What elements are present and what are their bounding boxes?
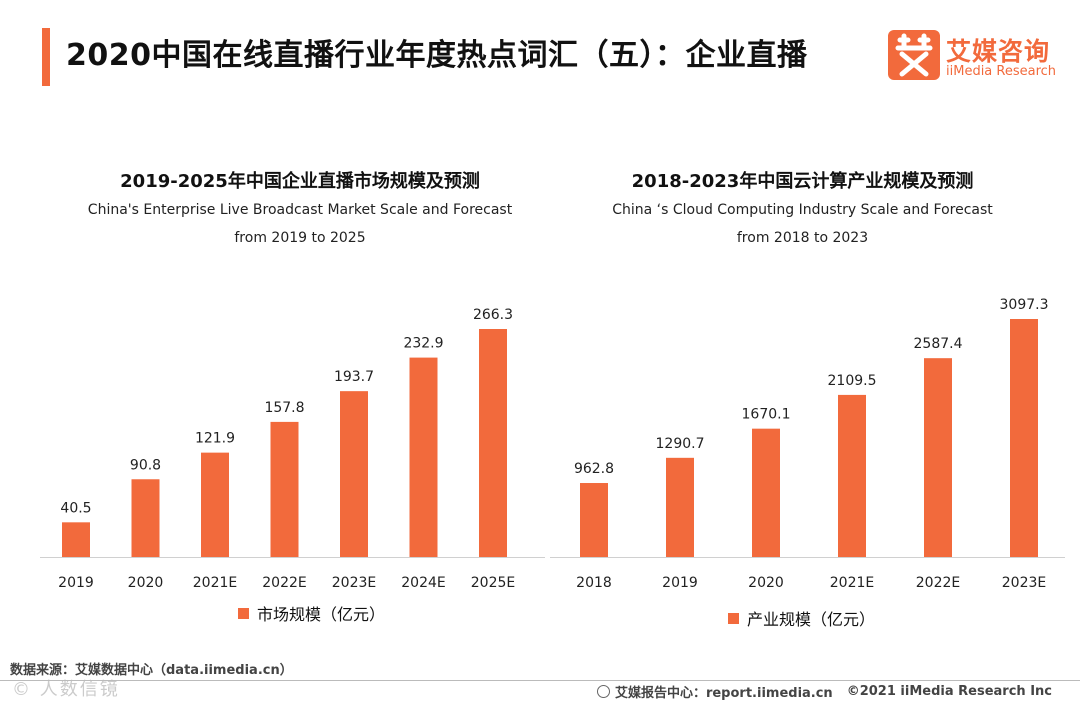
chart1-value-label: 40.5 <box>60 500 91 516</box>
chart1-value-label: 90.8 <box>130 457 161 473</box>
chart1-bar-chart: 40.5 2019 90.8 2020 121.9 2021E 157.8 2022E 193.… <box>40 307 545 591</box>
chart2-subtitle-range: from 2018 to 2023 <box>736 230 869 246</box>
chart2-tick-label: 2022E <box>916 575 960 591</box>
footer-divider <box>0 680 1080 681</box>
logo-text-cn: 艾媒咨询 <box>946 37 1051 66</box>
chart1-value-label: 266.3 <box>473 307 513 323</box>
chart2-legend-label: 产业规模（亿元） <box>747 610 876 629</box>
chart1-title: 2019-2025年中国企业直播市场规模及预测 <box>120 171 480 192</box>
chart2-subtitle-en: China ‘s Cloud Computing Industry Scale … <box>612 202 993 218</box>
chart2-value-label: 1670.1 <box>742 407 791 423</box>
chart1-value-label: 232.9 <box>403 336 443 352</box>
logo-text-en: iiMedia Research <box>946 64 1057 79</box>
chart2-legend-swatch <box>728 612 739 624</box>
chart2-legend: 产业规模（亿元） <box>728 606 875 630</box>
chart1-subtitle-en: China's Enterprise Live Broadcast Market… <box>87 202 513 218</box>
chart2-value-label: 2587.4 <box>914 336 963 352</box>
chart1-value-label: 157.8 <box>264 400 304 416</box>
chart1-bar-2020 <box>131 479 160 557</box>
chart1-tick-label: 2019 <box>58 575 94 591</box>
chart2-value-label: 962.8 <box>574 461 614 477</box>
chart1-bar-2019 <box>62 522 90 557</box>
logo-mark-icon <box>888 30 940 80</box>
chart1-tick-label: 2022E <box>262 575 306 591</box>
globe-icon <box>596 685 610 698</box>
chart1-bar-2024E <box>409 357 438 557</box>
chart2-value-label: 1290.7 <box>656 436 705 452</box>
copyright: ©2021 iiMedia Research Inc <box>846 684 1052 699</box>
page-title: 2020中国在线直播行业年度热点词汇（五）：企业直播 <box>66 38 808 73</box>
chart2-bar-chart: 962.8 2018 1290.7 2019 1670.1 2020 2109.5 2021E… <box>550 297 1065 591</box>
chart2-bar-2021E <box>838 394 866 557</box>
chart1-tick-label: 2025E <box>471 575 515 591</box>
chart1-value-label: 121.9 <box>195 431 235 447</box>
chart1-value-label: 193.7 <box>334 369 374 385</box>
chart1-tick-label: 2023E <box>332 575 376 591</box>
chart1-subtitle-range: from 2019 to 2025 <box>234 230 366 246</box>
chart1-bar-2023E <box>340 391 368 557</box>
chart2-tick-label: 2020 <box>748 575 784 591</box>
chart2-bar-2023E <box>1010 319 1038 557</box>
report-link[interactable]: 艾媒报告中心：report.iimedia.cn <box>614 686 833 701</box>
iimedia-logo: 艾媒咨询 iiMedia Research <box>888 30 1070 82</box>
chart2-value-label: 3097.3 <box>1000 297 1049 313</box>
chart1-tick-label: 2021E <box>193 575 237 591</box>
watermark: © 人数信镜 <box>12 679 120 700</box>
chart2-tick-label: 2023E <box>1002 575 1046 591</box>
chart1-legend-swatch <box>238 607 249 619</box>
chart1-bar-2022E <box>270 421 299 557</box>
chart2-tick-label: 2021E <box>830 575 874 591</box>
chart2-tick-label: 2018 <box>576 575 612 591</box>
chart1-legend: 市场规模（亿元） <box>238 601 385 625</box>
chart1-bar-2021E <box>201 452 229 557</box>
chart1-tick-label: 2024E <box>401 575 445 591</box>
title-accent-bar <box>42 28 50 86</box>
chart2-bar-2020 <box>752 428 780 557</box>
chart2-tick-label: 2019 <box>662 575 698 591</box>
chart2-bar-2019 <box>666 457 694 557</box>
chart1-tick-label: 2020 <box>128 575 164 591</box>
chart2-bar-2022E <box>924 358 952 557</box>
chart2-value-label: 2109.5 <box>828 373 877 389</box>
chart2-bar-2018 <box>580 483 608 557</box>
chart2-title: 2018-2023年中国云计算产业规模及预测 <box>631 171 974 192</box>
footer-info: 艾媒报告中心：report.iimedia.cn ©2021 iiMedia R… <box>596 682 1052 701</box>
data-source: 数据来源：艾媒数据中心（data.iimedia.cn） <box>10 663 293 678</box>
chart1-bar-2025E <box>479 329 507 557</box>
chart1-legend-label: 市场规模（亿元） <box>257 605 386 624</box>
